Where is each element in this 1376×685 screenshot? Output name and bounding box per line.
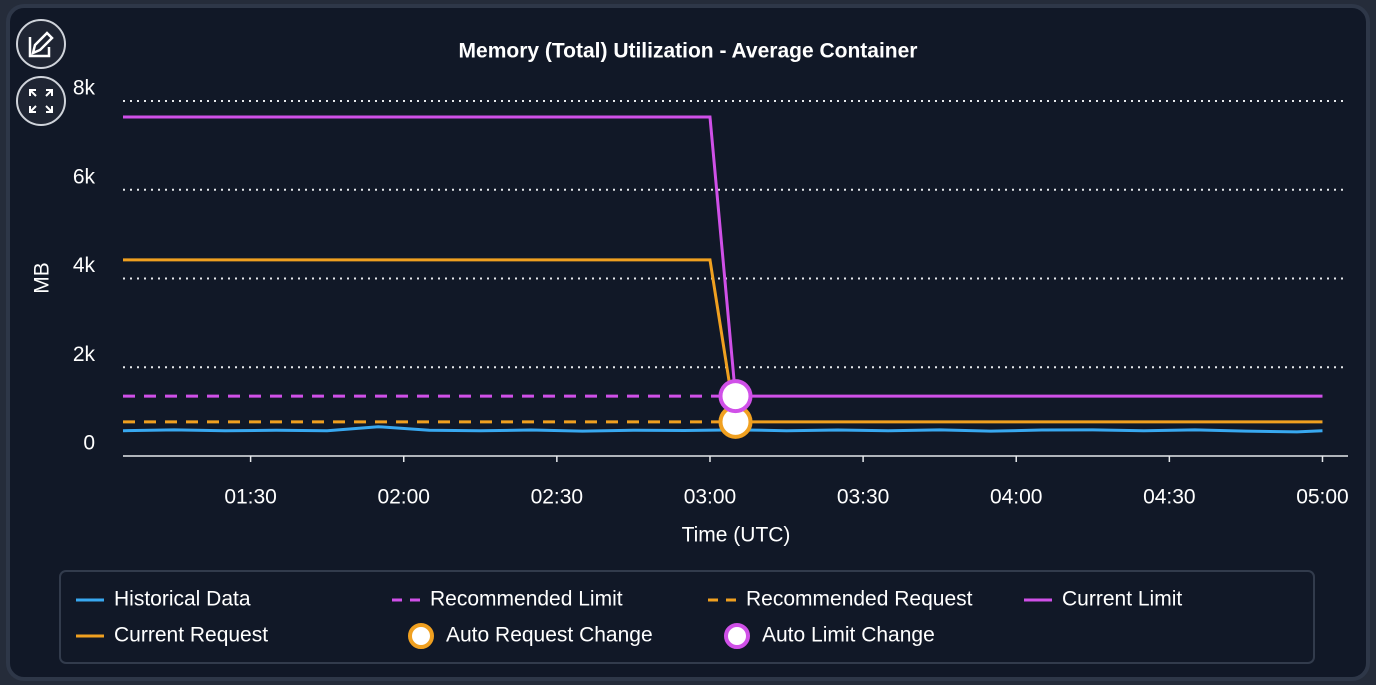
legend-label: Auto Limit Change (762, 624, 935, 647)
x-tick-label: 01:30 (224, 486, 277, 509)
y-tick-label: 0 (83, 432, 95, 455)
y-tick-label: 8k (73, 77, 96, 100)
legend-marker (724, 623, 750, 649)
x-tick-label: 03:00 (684, 486, 737, 509)
legend-label: Current Request (114, 624, 268, 647)
x-tick-label: 02:00 (377, 486, 430, 509)
x-axis-label: Time (UTC) (682, 524, 791, 547)
x-tick-label: 02:30 (531, 486, 584, 509)
x-tick-label: 05:00 (1296, 486, 1349, 509)
y-axis-label: MB (31, 262, 54, 294)
legend-label: Recommended Limit (430, 588, 623, 611)
y-tick-label: 4k (73, 254, 96, 277)
edit-button[interactable] (16, 19, 66, 69)
x-tick-label: 03:30 (837, 486, 890, 509)
legend-label: Current Limit (1062, 588, 1182, 611)
change-marker (718, 379, 753, 414)
legend-label: Recommended Request (746, 588, 973, 611)
chart-title: Memory (Total) Utilization - Average Con… (459, 40, 918, 63)
legend-label: Historical Data (114, 588, 251, 611)
series-line (123, 258, 1323, 424)
legend-box (59, 570, 1315, 664)
series-line (123, 115, 1323, 398)
legend-marker (408, 623, 434, 649)
y-tick-label: 6k (73, 165, 96, 188)
panel (6, 4, 1370, 681)
x-tick-label: 04:00 (990, 486, 1043, 509)
y-tick-label: 2k (73, 343, 96, 366)
expand-button[interactable] (16, 76, 66, 126)
x-tick-label: 04:30 (1143, 486, 1196, 509)
legend-label: Auto Request Change (446, 624, 653, 647)
